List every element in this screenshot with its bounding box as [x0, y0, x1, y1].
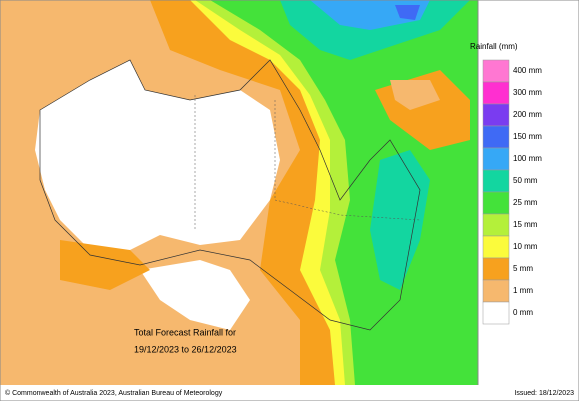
inland-light	[390, 80, 440, 110]
legend-swatch	[482, 125, 510, 149]
legend-label: 200 mm	[513, 110, 542, 119]
legend-label: 50 mm	[513, 176, 538, 185]
legend-label: 5 mm	[513, 264, 533, 273]
legend-label: 10 mm	[513, 242, 538, 251]
dry-area-south	[140, 260, 250, 330]
legend-swatch	[482, 301, 510, 325]
legend-label: 100 mm	[513, 154, 542, 163]
legend-label: 1 mm	[513, 286, 533, 295]
caption-line: Total Forecast Rainfall for	[134, 327, 236, 337]
legend-label: 15 mm	[513, 220, 538, 229]
legend-swatch	[482, 59, 510, 83]
legend-swatch	[482, 213, 510, 237]
legend-swatch	[482, 169, 510, 193]
legend-swatch	[482, 81, 510, 105]
legend-label: 150 mm	[513, 132, 542, 141]
issued-date: Issued: 18/12/2023	[514, 390, 574, 397]
legend-label: 25 mm	[513, 198, 538, 207]
coastline	[39, 59, 421, 331]
legend-label: 300 mm	[513, 88, 542, 97]
copyright: © Commonwealth of Australia 2023, Austra…	[5, 389, 223, 397]
coast-teal	[370, 150, 430, 290]
north-dark-blue	[395, 5, 420, 20]
state-borders	[194, 95, 421, 230]
legend-swatch	[482, 191, 510, 215]
dry-area	[35, 60, 280, 250]
legend-swatch	[482, 257, 510, 281]
legend-title: Rainfall (mm)	[470, 42, 518, 51]
legend: 400 mm 300 mm 200 mm 150 mm 100 mm 50 mm 25 mm…	[482, 59, 542, 325]
legend-label: 0 mm	[513, 308, 533, 317]
legend-swatch	[482, 279, 510, 303]
legend-label: 400 mm	[513, 66, 542, 75]
rainfall-map	[0, 0, 478, 385]
caption-line: 19/12/2023 to 26/12/2023	[134, 344, 237, 354]
legend-swatch	[482, 235, 510, 259]
legend-swatch	[482, 103, 510, 127]
legend-swatch	[482, 147, 510, 171]
south-orange	[60, 240, 150, 290]
